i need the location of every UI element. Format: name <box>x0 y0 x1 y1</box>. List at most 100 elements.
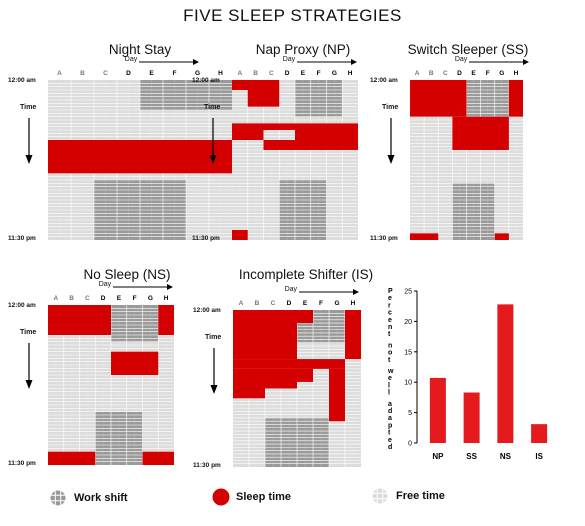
y-axis-label-letter: w <box>387 368 394 375</box>
y-axis-label-letter: a <box>388 401 392 408</box>
day-label: Day <box>454 56 468 63</box>
day-arrow-icon <box>298 289 359 295</box>
column-label-C: C <box>442 70 448 77</box>
x-tick-label-NP: NP <box>432 452 444 461</box>
end-time-label: 11:30 pm <box>193 462 221 469</box>
column-label-G: G <box>334 300 340 307</box>
x-tick-label-IS: IS <box>535 452 543 461</box>
sleep-block <box>233 310 297 360</box>
sleep-block <box>410 80 467 117</box>
y-axis-label-letter: t <box>388 430 391 437</box>
y-axis-label-letter: e <box>388 375 392 382</box>
column-label-H: H <box>513 70 519 77</box>
column-label-G: G <box>331 70 337 77</box>
column-label-E: E <box>471 70 476 77</box>
sleep-block <box>48 140 232 174</box>
sleep-block <box>48 305 111 335</box>
y-axis-label-letter: n <box>388 342 392 349</box>
sleep-block <box>232 80 280 90</box>
column-label-E: E <box>149 70 154 77</box>
column-label-H: H <box>347 70 353 77</box>
start-time-label: 12:00 am <box>8 77 36 84</box>
sleep-block <box>452 116 467 150</box>
end-time-label: 11:30 pm <box>192 235 220 242</box>
y-tick-label: 10 <box>404 380 412 387</box>
y-axis-label-letter: d <box>388 408 392 415</box>
schedule-grid-switch-sleeper <box>410 80 523 240</box>
time-arrow-icon <box>25 118 33 164</box>
column-label-G: G <box>194 70 201 77</box>
panel-title-switch-sleeper: Switch Sleeper (SS) <box>407 42 529 57</box>
y-axis-label-letter: t <box>388 331 391 338</box>
column-label-D: D <box>100 295 106 302</box>
column-label-E: E <box>116 295 122 302</box>
panel-title-nap-proxy: Nap Proxy (NP) <box>255 42 351 57</box>
sleep-block <box>142 451 174 465</box>
day-label: Day <box>98 281 112 288</box>
end-time-label: 11:30 pm <box>8 460 36 467</box>
x-tick-label-SS: SS <box>466 452 477 461</box>
column-label-A: A <box>238 300 244 307</box>
panel-title-no-sleep: No Sleep (NS) <box>83 267 171 282</box>
column-label-E: E <box>300 70 306 77</box>
y-axis-label-letter: r <box>388 302 391 309</box>
column-label-C: C <box>270 300 276 307</box>
y-axis-label-letter: a <box>388 415 392 422</box>
start-time-label: 12:00 am <box>370 77 398 84</box>
sleep-block <box>232 130 264 140</box>
column-label-E: E <box>302 300 308 307</box>
y-axis-label-letter: e <box>388 295 392 302</box>
column-label-B: B <box>80 70 85 77</box>
start-time-label: 12:00 am <box>192 77 220 84</box>
column-label-D: D <box>286 300 292 307</box>
time-axis-label: Time <box>20 104 37 111</box>
sleep-block <box>158 305 174 335</box>
sleep-block <box>494 233 509 240</box>
sleep-block <box>233 359 345 369</box>
column-label-D: D <box>457 70 462 77</box>
x-tick-label-NS: NS <box>500 452 512 461</box>
column-label-F: F <box>172 70 177 77</box>
y-axis-label-letter: p <box>388 422 392 429</box>
sleep-block <box>345 310 361 360</box>
sleep-block <box>297 310 313 324</box>
day-label: Day <box>284 286 298 293</box>
column-label-C: C <box>103 70 108 77</box>
free-time-swatch <box>372 488 388 504</box>
end-time-label: 11:30 pm <box>370 235 398 242</box>
column-label-F: F <box>316 70 321 77</box>
column-label-A: A <box>57 70 62 77</box>
panel-title-night-stay: Night Stay <box>108 42 172 57</box>
day-arrow-icon <box>468 59 529 65</box>
y-tick-label: 20 <box>404 319 412 326</box>
sleep-block <box>263 140 358 150</box>
column-label-D: D <box>126 70 131 77</box>
bar-SS <box>463 392 480 443</box>
column-label-C: C <box>85 295 90 302</box>
column-label-C: C <box>269 70 274 77</box>
column-label-G: G <box>147 295 153 302</box>
y-axis-label-letter: e <box>388 317 392 324</box>
y-tick-label: 5 <box>408 410 412 417</box>
column-label-B: B <box>428 70 434 77</box>
day-arrow-icon <box>296 59 357 65</box>
bar-NS <box>497 304 514 443</box>
time-axis-label: Time <box>20 329 37 336</box>
sleep-block <box>508 80 523 117</box>
bar-NP <box>429 377 446 443</box>
sleep-block <box>232 230 248 240</box>
day-label: Day <box>124 56 138 63</box>
sleep-block <box>410 233 439 240</box>
legend-label-free: Free time <box>396 490 445 502</box>
time-axis-label: Time <box>382 104 399 111</box>
column-label-G: G <box>499 70 505 77</box>
column-label-D: D <box>284 70 290 77</box>
sleep-block <box>247 90 280 107</box>
time-axis-label: Time <box>205 334 222 341</box>
y-axis-label-letter: c <box>388 310 392 317</box>
legend-label-sleep: Sleep time <box>236 491 292 503</box>
start-time-label: 12:00 am <box>8 302 36 309</box>
time-arrow-icon <box>25 343 33 389</box>
day-label: Day <box>282 56 296 63</box>
